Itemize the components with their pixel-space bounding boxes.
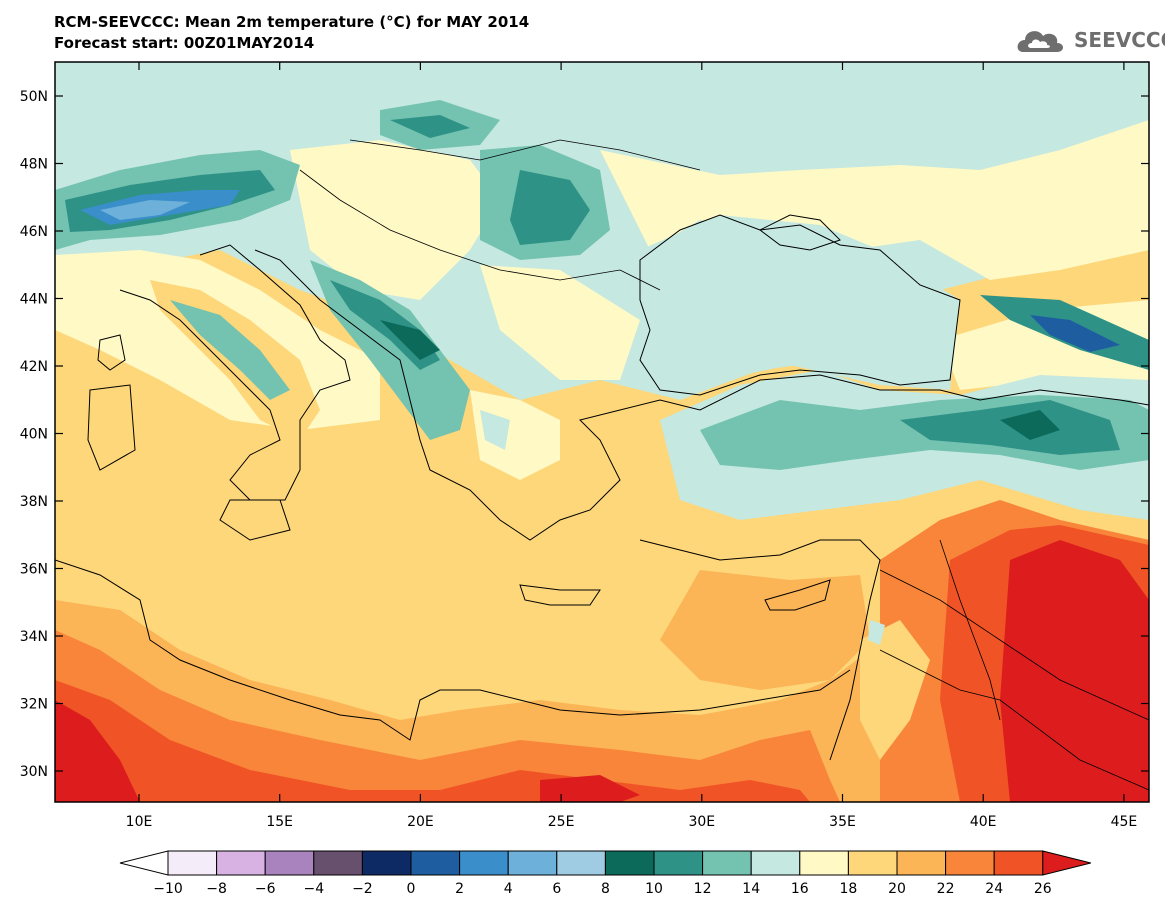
colorbar-high-arrow: [1042, 850, 1091, 876]
latitude-label: 30N: [20, 764, 48, 780]
colorbar-tick-label: 16: [791, 881, 809, 897]
colorbar-segment: [653, 850, 704, 876]
colorbar-tick-label: 24: [985, 881, 1003, 897]
latitude-label: 46N: [20, 224, 48, 240]
colorbar-segment: [945, 850, 995, 876]
latitude-axis: 50N 48N 46N 44N 42N 40N 38N 36N 34N 32N 30N: [20, 89, 1149, 780]
map-title: RCM-SEEVCCC: Mean 2m temperature (°C) fo…: [54, 13, 530, 31]
colorbar-segment: [216, 850, 266, 876]
seevccc-logo-cloud-icon: [1017, 31, 1063, 52]
colorbar-tick-label: 18: [839, 881, 857, 897]
colorbar-segment: [264, 850, 315, 876]
colorbar-segment: [847, 850, 898, 876]
colorbar-segment: [410, 850, 461, 876]
colorbar-segment: [556, 850, 606, 876]
colorbar-segment: [896, 850, 947, 876]
colorbar-tick-label: −8: [206, 881, 227, 897]
logo-text: SEEVCCC: [1074, 28, 1165, 52]
latitude-label: 44N: [20, 292, 48, 308]
colorbar-tick-label: 0: [407, 881, 416, 897]
latitude-label: 38N: [20, 494, 48, 510]
colorbar-tick-label: 10: [645, 881, 663, 897]
colorbar-tick-label: 12: [694, 881, 712, 897]
colorbar-segment: [313, 850, 363, 876]
longitude-label: 30E: [688, 814, 715, 830]
colorbar-segment: [459, 850, 509, 876]
colorbar-low-arrow: [119, 850, 169, 876]
colorbar-segment: [507, 850, 558, 876]
longitude-label: 20E: [407, 814, 434, 830]
colorbar-tick-label: 8: [601, 881, 610, 897]
map-frame: [54, 61, 1150, 803]
latitude-label: 42N: [20, 359, 48, 375]
colorbar-tick-label: 2: [455, 881, 464, 897]
colorbar-tick-label: 6: [552, 881, 561, 897]
longitude-label: 10E: [126, 814, 153, 830]
longitude-label: 25E: [548, 814, 575, 830]
latitude-label: 36N: [20, 562, 48, 578]
colorbar-tick-label: −6: [255, 881, 276, 897]
latitude-label: 34N: [20, 629, 48, 645]
latitude-label: 50N: [20, 89, 48, 105]
longitude-label: 40E: [970, 814, 997, 830]
colorbar-tick-label: 26: [1034, 881, 1052, 897]
colorbar-tick-label: −10: [153, 881, 183, 897]
colorbar-tick-label: 14: [742, 881, 760, 897]
colorbar-tick-label: −4: [303, 881, 324, 897]
latitude-label: 48N: [20, 157, 48, 173]
longitude-label: 45E: [1111, 814, 1138, 830]
colorbar-segment: [167, 850, 218, 876]
colorbar-segment: [604, 850, 655, 876]
longitude-axis: 10E 15E 20E 25E 30E 35E 40E 45E: [126, 62, 1138, 830]
colorbar-segment: [993, 850, 1044, 876]
latitude-label: 32N: [20, 697, 48, 713]
latitude-label: 40N: [20, 427, 48, 443]
colorbar-tick-label: 20: [888, 881, 906, 897]
colorbar-segment: [750, 850, 801, 876]
colorbar-tick-label: −2: [352, 881, 373, 897]
colorbar-tick-label: 4: [504, 881, 513, 897]
longitude-label: 15E: [266, 814, 293, 830]
colorbar-segment: [799, 850, 849, 876]
longitude-label: 35E: [829, 814, 856, 830]
colorbar-segment: [702, 850, 752, 876]
colorbar-tick-label: 22: [937, 881, 955, 897]
colorbar: −10 −8 −6 −4 −2 0 2 4 6 8 10 12 14 16 18 20 22 24 26: [119, 850, 1091, 897]
forecast-start-label: Forecast start: 00Z01MAY2014: [54, 34, 315, 52]
temperature-field: [55, 62, 1149, 802]
colorbar-segment: [361, 850, 412, 876]
coastlines: [55, 139, 1149, 791]
